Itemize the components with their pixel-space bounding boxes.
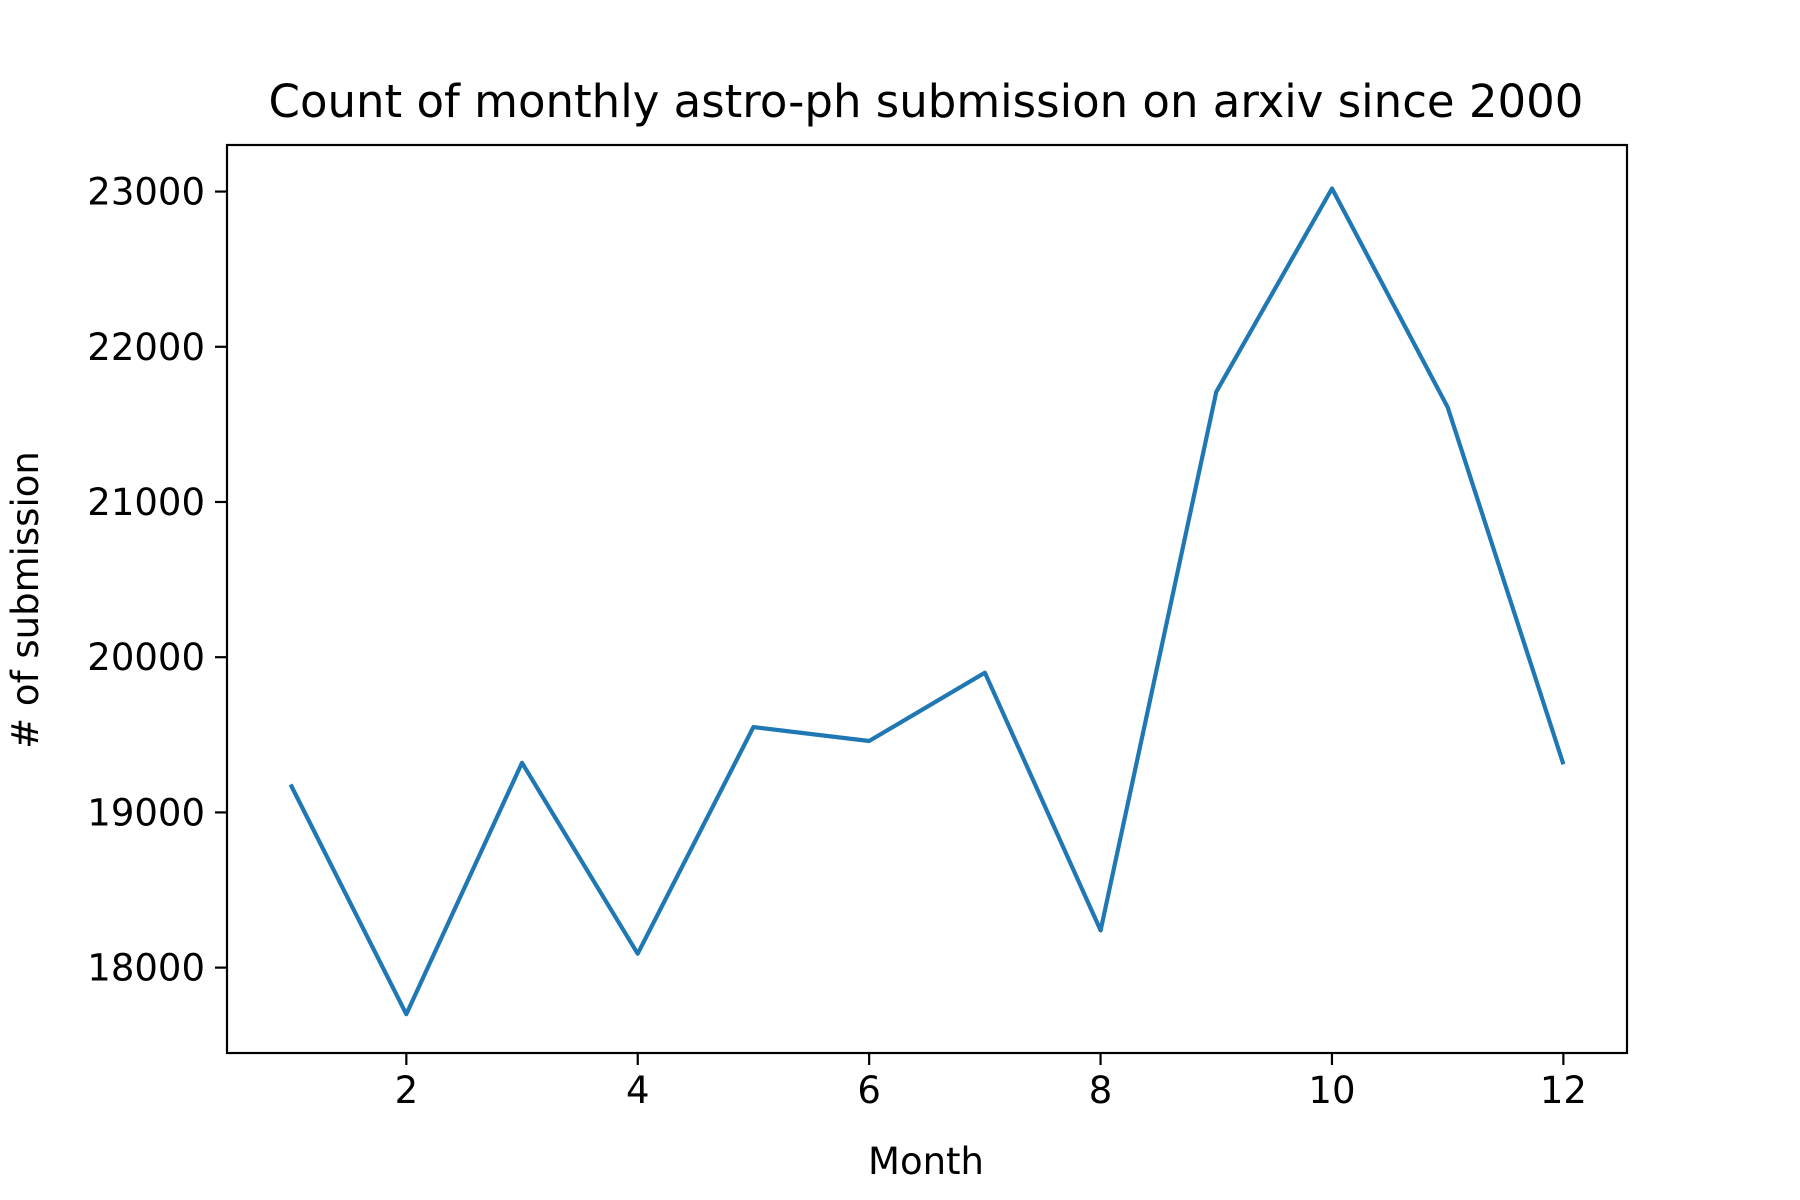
x-tick-label: 4 bbox=[626, 1069, 650, 1112]
x-tick-label: 8 bbox=[1089, 1069, 1113, 1112]
y-tick-label: 23000 bbox=[87, 171, 205, 214]
y-tick-label: 18000 bbox=[87, 947, 205, 990]
x-tick-label: 12 bbox=[1540, 1069, 1587, 1112]
y-tick-label: 20000 bbox=[87, 636, 205, 679]
y-tick-label: 21000 bbox=[87, 481, 205, 524]
x-axis-label: Month bbox=[868, 1140, 984, 1183]
y-axis: 18000 19000 20000 21000 22000 23000 bbox=[87, 171, 227, 990]
x-axis: 2 4 6 8 10 12 bbox=[395, 1053, 1587, 1112]
plot-frame bbox=[225, 143, 1629, 1055]
y-tick-label: 22000 bbox=[87, 326, 205, 369]
chart-title: Count of monthly astro-ph submission on … bbox=[269, 75, 1584, 128]
x-tick-label: 6 bbox=[857, 1069, 881, 1112]
x-tick-label: 10 bbox=[1308, 1069, 1355, 1112]
y-axis-label: # of submission bbox=[4, 451, 47, 749]
y-tick-label: 19000 bbox=[87, 791, 205, 834]
plot-area bbox=[225, 143, 1629, 1055]
series-line-0 bbox=[288, 186, 1566, 1017]
x-tick-label: 2 bbox=[395, 1069, 419, 1112]
